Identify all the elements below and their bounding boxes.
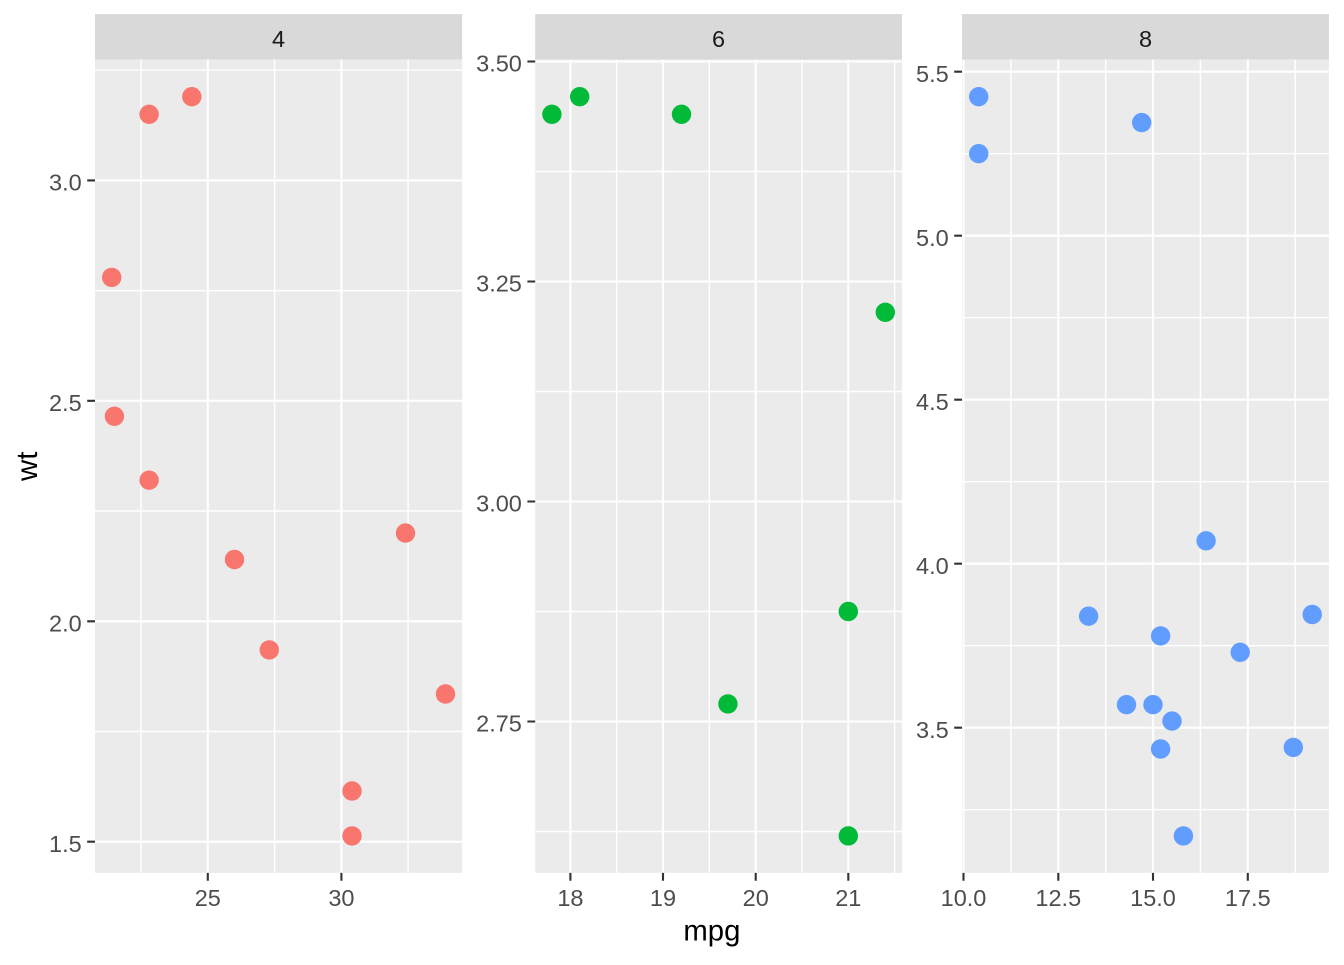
svg-text:17.5: 17.5	[1225, 885, 1271, 911]
svg-text:4: 4	[272, 26, 285, 52]
svg-text:25: 25	[195, 885, 221, 911]
svg-text:4.0: 4.0	[916, 553, 949, 579]
svg-text:12.5: 12.5	[1035, 885, 1081, 911]
svg-text:2.0: 2.0	[49, 611, 82, 637]
svg-text:10.0: 10.0	[941, 885, 987, 911]
svg-text:18: 18	[557, 885, 583, 911]
svg-text:5.5: 5.5	[916, 61, 949, 87]
svg-text:2.5: 2.5	[49, 390, 82, 416]
svg-text:4.5: 4.5	[916, 389, 949, 415]
svg-text:20: 20	[743, 885, 769, 911]
svg-text:3.50: 3.50	[476, 51, 522, 77]
svg-text:3.00: 3.00	[476, 491, 522, 517]
svg-text:wt: wt	[11, 452, 44, 482]
svg-text:3.25: 3.25	[476, 271, 522, 297]
svg-text:3.0: 3.0	[49, 170, 82, 196]
svg-text:30: 30	[328, 885, 354, 911]
svg-text:15.0: 15.0	[1130, 885, 1176, 911]
svg-text:19: 19	[650, 885, 676, 911]
svg-text:2.75: 2.75	[476, 711, 522, 737]
svg-text:5.0: 5.0	[916, 225, 949, 251]
svg-text:21: 21	[835, 885, 861, 911]
svg-text:6: 6	[712, 26, 725, 52]
svg-text:1.5: 1.5	[49, 831, 82, 857]
svg-text:mpg: mpg	[683, 915, 740, 948]
svg-text:3.5: 3.5	[916, 717, 949, 743]
svg-text:8: 8	[1139, 26, 1152, 52]
